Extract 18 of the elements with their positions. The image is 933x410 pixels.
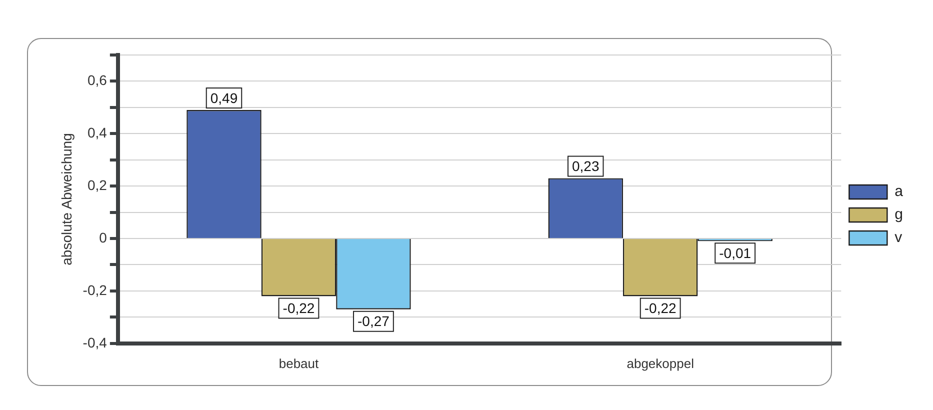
- data-label: -0,22: [282, 300, 315, 316]
- data-label: -0,22: [644, 300, 677, 316]
- x-tick-label: bebaut: [278, 356, 319, 371]
- legend-label: a: [894, 183, 904, 200]
- y-tick-label: 0,6: [87, 72, 108, 88]
- data-label: 0,23: [572, 158, 600, 174]
- legend-label: v: [894, 229, 903, 246]
- y-axis-title: absolute Abweichung: [58, 133, 74, 266]
- y-tick-label: 0,2: [87, 176, 108, 193]
- y-tick-label: -0,2: [82, 282, 108, 298]
- y-tick-label: 0: [99, 229, 108, 246]
- x-tick-label: abgekoppel: [626, 356, 694, 371]
- data-label: 0,49: [210, 90, 238, 106]
- y-tick-label: 0,4: [87, 124, 108, 141]
- data-label: -0,27: [358, 313, 390, 330]
- data-label: -0,01: [719, 245, 752, 262]
- legend-label: g: [894, 206, 903, 224]
- y-tick-label: -0,4: [82, 334, 108, 350]
